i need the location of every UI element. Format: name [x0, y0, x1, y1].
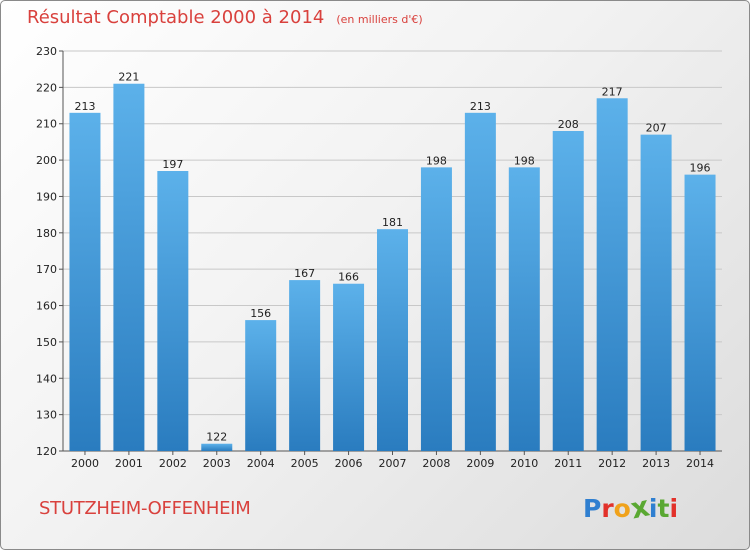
- x-tick-label-2010: 2010: [510, 457, 538, 470]
- bar-2004: [245, 320, 277, 451]
- x-tick-label-2000: 2000: [71, 457, 99, 470]
- x-tick-label-2006: 2006: [335, 457, 363, 470]
- logo-letter: i: [669, 494, 679, 523]
- bar-2008: [420, 167, 452, 451]
- x-tick-label-2002: 2002: [159, 457, 187, 470]
- data-label-2013: 207: [646, 122, 667, 135]
- logo-letter: o: [613, 494, 631, 523]
- bar-2002: [157, 171, 189, 451]
- bar-2001: [113, 83, 145, 452]
- x-tick-label-2012: 2012: [598, 457, 626, 470]
- bar-2009: [464, 112, 496, 452]
- y-tick-label: 230: [36, 45, 57, 58]
- data-label-2000: 213: [74, 100, 95, 113]
- logo-letter: t: [657, 494, 670, 523]
- x-tick-label-2011: 2011: [554, 457, 582, 470]
- y-tick-label: 220: [36, 81, 57, 94]
- chart-title: Résultat Comptable 2000 à 2014: [27, 7, 325, 28]
- x-tick-label-2008: 2008: [422, 457, 450, 470]
- logo-letter: P: [583, 494, 602, 523]
- bar-2013: [640, 134, 672, 452]
- y-tick-label: 130: [36, 409, 57, 422]
- data-label-2010: 198: [514, 154, 535, 167]
- bar-2011: [552, 131, 584, 451]
- bar-chart: 120 130 140 150 160 170 180 190 200 210 220 230 213 2…: [36, 45, 722, 470]
- data-label-2005: 167: [294, 267, 315, 280]
- y-tick-label: 150: [36, 336, 57, 349]
- bar-2003: [201, 443, 233, 451]
- y-tick-label: 190: [36, 190, 57, 203]
- x-tick-label-2007: 2007: [379, 457, 407, 470]
- chart-subtitle: (en milliers d'€): [336, 13, 423, 26]
- data-label-2011: 208: [558, 118, 579, 131]
- y-tick-label: 170: [36, 263, 57, 276]
- commune-name: STUTZHEIM-OFFENHEIM: [39, 498, 251, 519]
- chart-header: Résultat Comptable 2000 à 2014 (en milli…: [27, 7, 423, 28]
- labels: 120 130 140 150 160 170 180 190 200 210 220 230 213 2…: [36, 45, 714, 470]
- data-label-2003: 122: [206, 431, 227, 444]
- y-tick-label: 120: [36, 445, 57, 458]
- data-label-2014: 196: [690, 162, 711, 175]
- bar-2010: [508, 167, 540, 451]
- x-tick-label-2009: 2009: [466, 457, 494, 470]
- data-label-2009: 213: [470, 100, 491, 113]
- bar-2012: [596, 98, 628, 451]
- y-tick-label: 140: [36, 372, 57, 385]
- data-label-2007: 181: [382, 216, 403, 229]
- data-label-2008: 198: [426, 154, 447, 167]
- bar-2014: [684, 174, 716, 452]
- data-label-2001: 221: [118, 71, 139, 84]
- x-tick-label-2003: 2003: [203, 457, 231, 470]
- x-tick-label-2004: 2004: [247, 457, 275, 470]
- bar-2006: [333, 283, 365, 451]
- logo-letter: i: [648, 494, 658, 523]
- data-label-2012: 217: [602, 85, 623, 98]
- bar-2005: [289, 280, 321, 451]
- y-tick-label: 210: [36, 118, 57, 131]
- bars: [69, 83, 716, 452]
- x-tick-label-2005: 2005: [291, 457, 319, 470]
- data-label-2002: 197: [162, 158, 183, 171]
- data-label-2006: 166: [338, 271, 359, 284]
- logo-letter: r: [601, 494, 614, 523]
- y-tick-label: 180: [36, 227, 57, 240]
- data-label-2004: 156: [250, 307, 271, 320]
- y-tick-label: 160: [36, 300, 57, 313]
- x-tick-label-2014: 2014: [686, 457, 714, 470]
- x-tick-label-2001: 2001: [115, 457, 143, 470]
- bar-2007: [377, 229, 408, 451]
- proxiti-logo: Proxiti: [583, 489, 679, 525]
- y-tick-label: 200: [36, 154, 57, 167]
- bar-2000: [69, 112, 101, 452]
- x-tick-label-2013: 2013: [642, 457, 670, 470]
